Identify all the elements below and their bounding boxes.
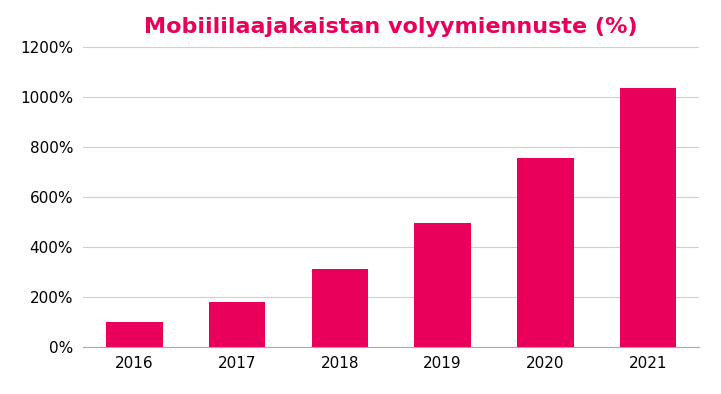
Bar: [415, 223, 471, 347]
Bar: [620, 89, 676, 347]
Bar: [311, 269, 368, 347]
Bar: [106, 322, 162, 347]
Bar: [209, 302, 265, 347]
Title: Mobiililaajakaistan volyymiennuste (%): Mobiililaajakaistan volyymiennuste (%): [144, 17, 638, 37]
Bar: [517, 158, 573, 347]
